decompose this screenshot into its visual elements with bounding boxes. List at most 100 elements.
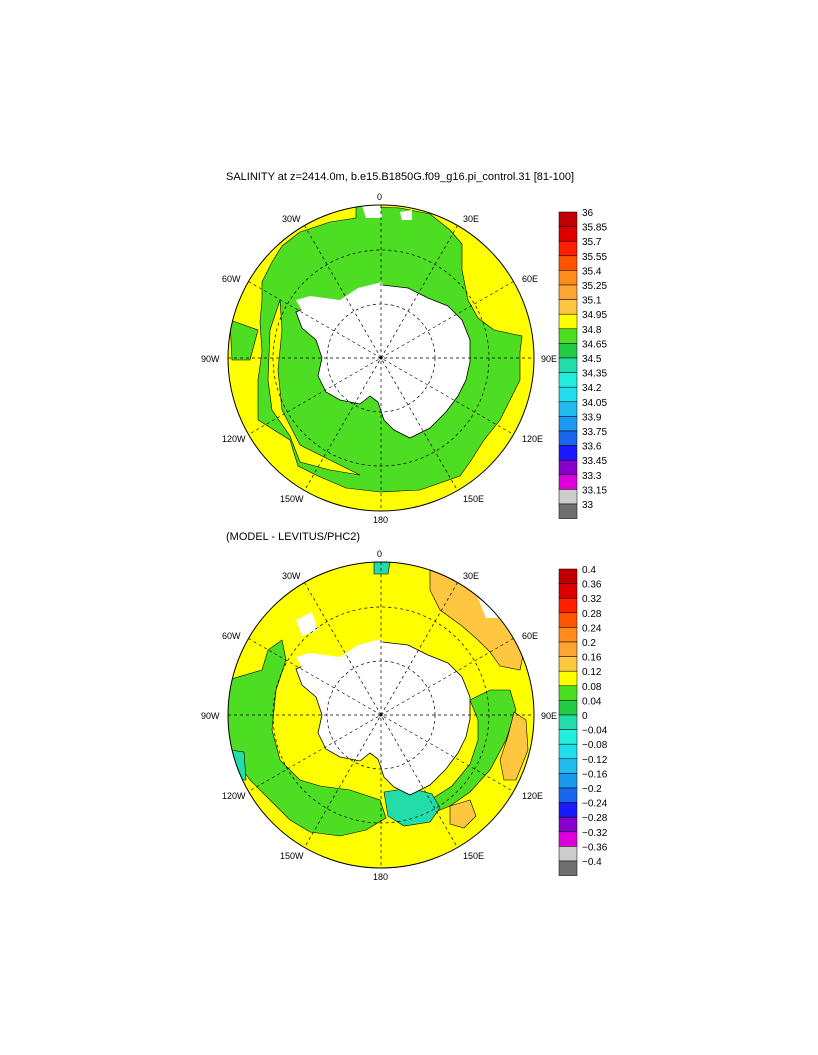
colorbar-swatch: [558, 773, 578, 789]
diff-region-green-east: [409, 689, 517, 815]
colorbar-swatch: [558, 758, 578, 774]
lon-label-60e: 60E: [522, 274, 538, 284]
lon-label-0: 0: [377, 549, 382, 559]
colorbar-swatch: [558, 386, 578, 403]
colorbar-label: 34.35: [582, 369, 607, 380]
colorbar-label: 34.95: [582, 310, 607, 321]
colorbar-swatch: [558, 503, 578, 519]
colorbar-swatch: [558, 597, 578, 614]
lon-label-30e: 30E: [463, 571, 479, 581]
colorbar-label: 0.16: [582, 653, 602, 664]
colorbar-swatch: [558, 489, 578, 505]
lon-label-30w: 30W: [282, 571, 301, 581]
colorbar-label: 33.45: [582, 456, 607, 467]
colorbar-label: 36: [582, 208, 594, 219]
colorbar-label: 35.7: [582, 237, 602, 248]
colorbar-swatch: [558, 802, 578, 818]
colorbar-label: 33.15: [582, 485, 607, 496]
colorbar-swatch: [558, 714, 578, 730]
colorbar-label: 0.32: [582, 594, 602, 605]
colorbar-swatch: [558, 430, 578, 446]
colorbar-label: 0.4: [582, 565, 596, 576]
colorbar-label: 0.36: [582, 580, 602, 591]
colorbar-swatch: [558, 641, 578, 657]
lon-label-60w: 60W: [222, 274, 241, 284]
colorbar-swatch: [558, 328, 578, 344]
colorbar-swatch: [558, 401, 578, 417]
colorbar-label: 0: [582, 711, 588, 722]
colorbar-label: −0.24: [582, 799, 608, 810]
colorbar-1: 36 35.85 35.7 35.55 35.4 35.25 35.1 34.95 34.8 34…: [558, 208, 607, 519]
colorbar-label: 34.8: [582, 325, 602, 336]
colorbar-swatch: [558, 357, 578, 373]
colorbar-swatch: [558, 343, 578, 359]
colorbar-swatch: [558, 284, 578, 300]
colorbar-swatch: [558, 313, 578, 330]
diff-region-green-west: [228, 639, 387, 837]
lon-label-0: 0: [377, 192, 382, 202]
colorbar-label: 33.9: [582, 412, 602, 423]
lon-label-90w: 90W: [201, 711, 220, 721]
lon-label-180: 180: [373, 515, 388, 525]
colorbar-2: 0.4 0.36 0.32 0.28 0.24 0.2 0.16 0.12 0.08 0.04 0 −…: [558, 565, 608, 876]
colorbar-swatch: [558, 846, 578, 862]
colorbar-swatch: [558, 670, 578, 687]
lon-label-150w: 150W: [280, 494, 304, 504]
colorbar-swatch: [558, 459, 578, 476]
colorbar-swatch: [558, 211, 578, 227]
colorbar-swatch: [558, 612, 578, 628]
colorbar-label: 33.6: [582, 442, 602, 453]
lon-label-150w: 150W: [280, 851, 304, 861]
colorbar-label: 0.24: [582, 623, 602, 634]
colorbar-swatch: [558, 416, 578, 432]
colorbar-label: −0.08: [582, 740, 608, 751]
panel-2-title: (MODEL - LEVITUS/PHC2): [226, 531, 361, 543]
colorbar-label: −0.32: [582, 828, 608, 839]
colorbar-label: 0.28: [582, 609, 602, 620]
colorbar-label: −0.04: [582, 726, 608, 737]
colorbar-label: 34.65: [582, 339, 607, 350]
colorbar-swatch: [558, 445, 578, 461]
colorbar-label: −0.36: [582, 842, 608, 853]
colorbar-swatch: [558, 474, 578, 490]
colorbar-label: −0.16: [582, 769, 608, 780]
colorbar-swatch: [558, 226, 578, 242]
colorbar-swatch: [558, 700, 578, 716]
lon-label-90w: 90W: [201, 354, 220, 364]
colorbar-label: 0.04: [582, 696, 602, 707]
colorbar-label: 35.85: [582, 223, 607, 234]
colorbar-label: 0.12: [582, 667, 602, 678]
colorbar-swatch: [558, 583, 578, 599]
lon-label-120e: 120E: [522, 434, 543, 444]
colorbar-label: 35.1: [582, 296, 602, 307]
colorbar-swatch: [558, 816, 578, 833]
lon-label-180: 180: [373, 872, 388, 882]
lon-label-30w: 30W: [282, 214, 301, 224]
colorbar-swatch: [558, 685, 578, 701]
lon-label-90e: 90E: [541, 711, 557, 721]
lon-label-120e: 120E: [522, 791, 543, 801]
lon-label-120w: 120W: [222, 434, 246, 444]
panel-1-title: SALINITY at z=2414.0m, b.e15.B1850G.f09_…: [226, 171, 575, 183]
map-2-border: [227, 561, 535, 869]
colorbar-swatch: [558, 860, 578, 876]
colorbar-swatch: [558, 270, 578, 286]
colorbar-swatch: [558, 656, 578, 672]
colorbar-swatch: [558, 729, 578, 745]
colorbar-label: 33.3: [582, 471, 602, 482]
colorbar-swatch: [558, 787, 578, 803]
colorbar-swatch: [558, 255, 578, 271]
colorbar-label: 35.25: [582, 281, 607, 292]
colorbar-swatch: [558, 372, 578, 388]
map-1-border: [227, 204, 535, 512]
colorbar-label: 34.5: [582, 354, 602, 365]
colorbar-label: 33: [582, 500, 594, 511]
colorbar-swatch: [558, 743, 578, 760]
lon-label-30e: 30E: [463, 214, 479, 224]
lon-label-150e: 150E: [463, 851, 484, 861]
colorbar-label: 35.55: [582, 252, 607, 263]
colorbar-label: 0.2: [582, 638, 596, 649]
colorbar-label: −0.2: [582, 784, 602, 795]
lon-label-60w: 60W: [222, 631, 241, 641]
